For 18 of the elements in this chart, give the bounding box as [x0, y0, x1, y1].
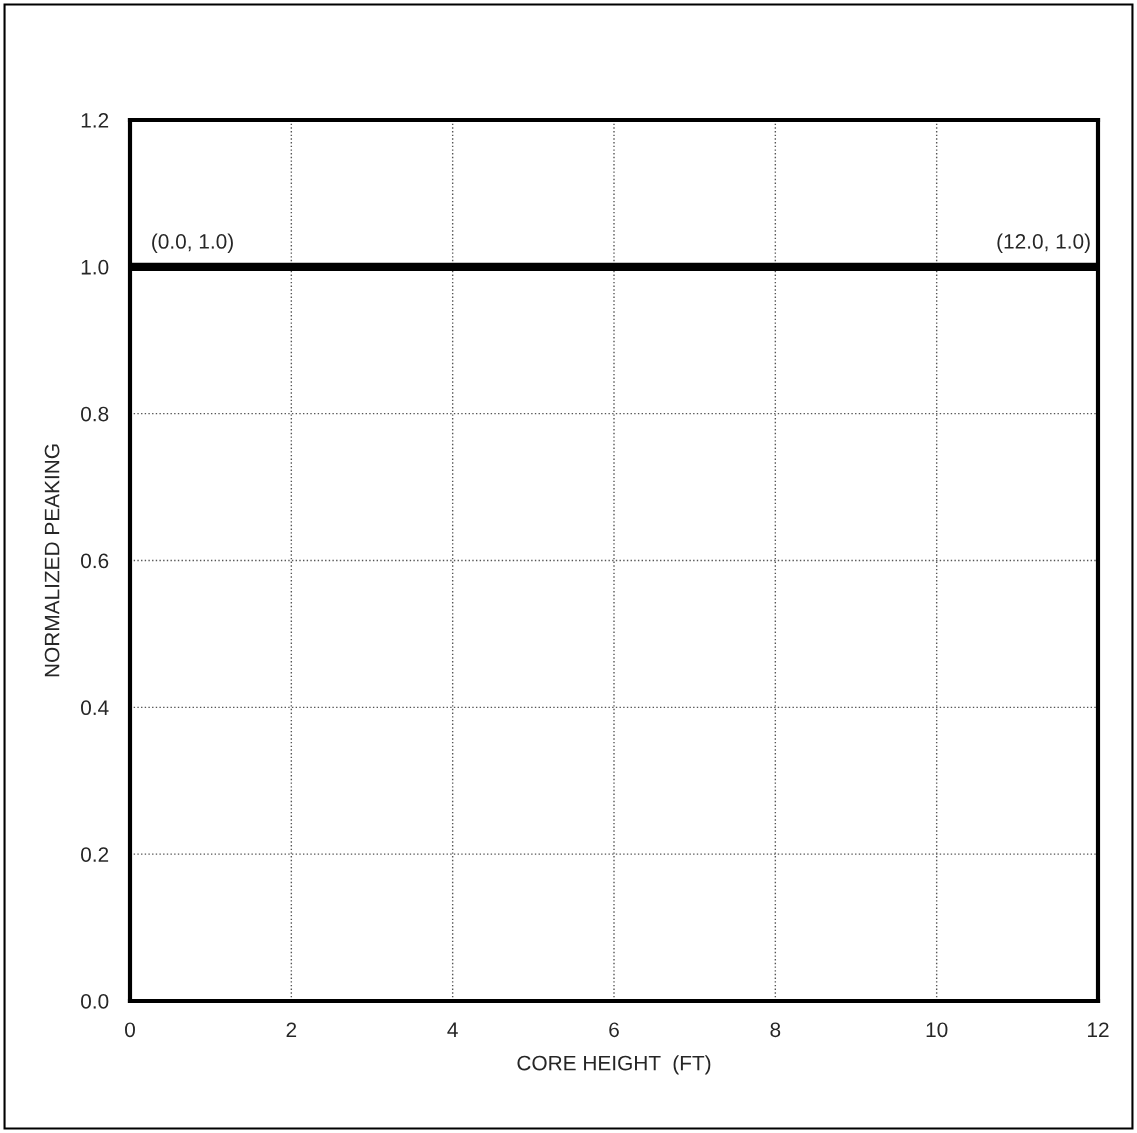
annotation: (12.0, 1.0) — [997, 233, 1090, 253]
x-tick-label: 10 — [926, 1022, 948, 1038]
x-tick-label: 8 — [770, 1022, 781, 1038]
x-axis-title: CORE HEIGHT (FT) — [517, 1055, 711, 1075]
y-tick-label: 0.8 — [81, 406, 109, 422]
y-tick-label: 0.6 — [81, 553, 109, 569]
x-tick-label: 0 — [125, 1022, 135, 1038]
y-tick-label: 0.0 — [81, 994, 109, 1009]
x-tick-label: 2 — [286, 1022, 297, 1037]
x-tick-label: 4 — [447, 1022, 458, 1037]
y-axis-title: NORMALIZED PEAKING — [44, 444, 60, 677]
y-tick-label: 1.0 — [81, 259, 109, 275]
annotation: (0.0, 1.0) — [152, 233, 233, 253]
y-tick-label: 0.2 — [81, 847, 109, 862]
y-tick-label: 0.4 — [81, 700, 109, 716]
y-tick-label: 1.2 — [81, 113, 109, 128]
x-tick-label: 12 — [1088, 1022, 1109, 1037]
x-tick-label: 6 — [609, 1022, 619, 1038]
